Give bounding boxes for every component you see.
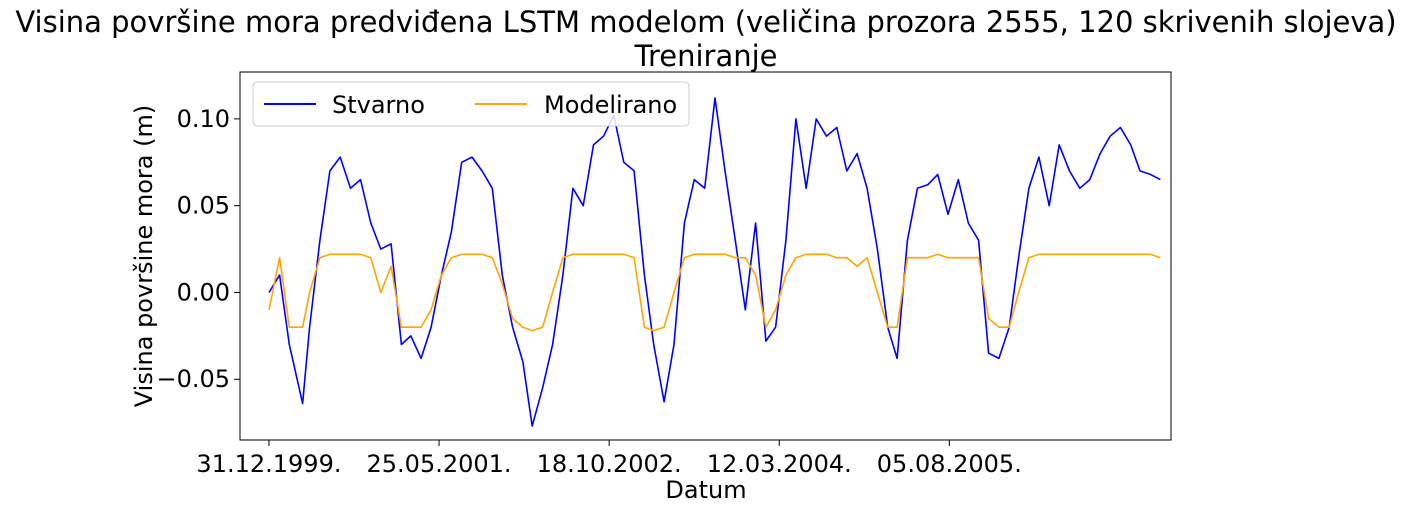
x-tick-label: 05.08.2005. (877, 450, 1022, 478)
chart-title: Visina površine mora predviđena LSTM mod… (15, 5, 1396, 39)
series-line-stvarno (268, 97, 1161, 427)
x-tick-label: 25.05.2001. (367, 450, 512, 478)
x-tick-label: 18.10.2002. (537, 450, 682, 478)
plot-area-frame (239, 71, 1172, 441)
legend-label-modelirano: Modelirano (544, 91, 677, 119)
y-tick-label: 0.10 (177, 105, 230, 133)
y-axis-label: Visina površine mora (m) (130, 105, 158, 407)
series-layer (268, 97, 1161, 427)
y-tick-label: −0.05 (156, 365, 230, 393)
x-tick-label: 31.12.1999. (196, 450, 341, 478)
series-line-modelirano (268, 253, 1161, 332)
y-axis-ticks: −0.05 0.00 0.05 0.10 (156, 105, 240, 393)
legend: Stvarno Modelirano (252, 81, 690, 127)
legend-label-stvarno: Stvarno (332, 91, 425, 119)
y-tick-label: 0.05 (177, 192, 230, 220)
x-axis-ticks: 31.12.1999. 25.05.2001. 18.10.2002. 12.03.2… (196, 440, 1022, 478)
chart-subtitle: Treniranje (634, 39, 778, 73)
y-tick-label: 0.00 (177, 278, 230, 306)
legend-box (252, 81, 690, 127)
x-tick-label: 12.03.2004. (707, 450, 852, 478)
x-axis-label: Datum (665, 476, 746, 504)
